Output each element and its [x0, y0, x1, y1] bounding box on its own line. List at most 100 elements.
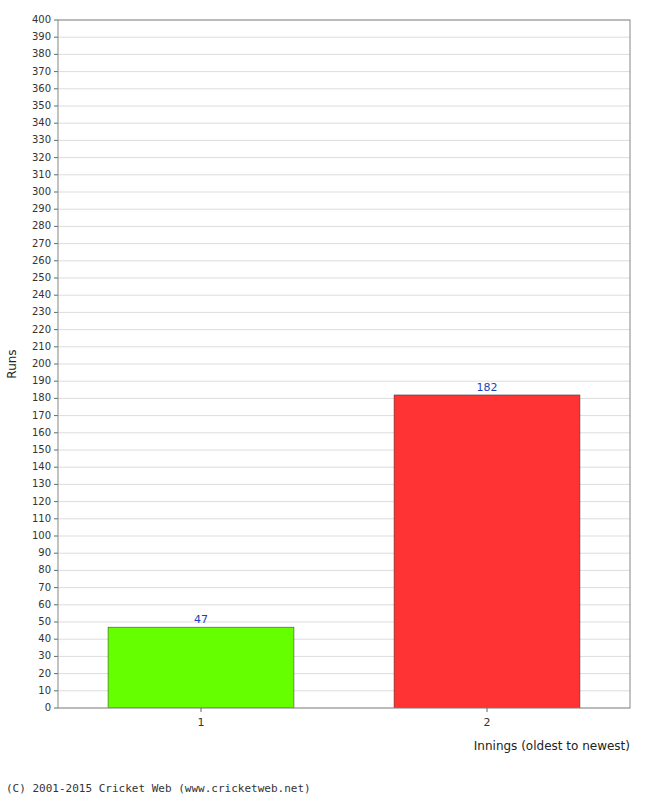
y-tick — [54, 295, 58, 296]
y-tick — [54, 157, 58, 158]
x-axis: 12 — [198, 708, 491, 729]
y-tick-label: 20 — [38, 668, 51, 679]
grid-line — [58, 106, 630, 107]
y-tick — [54, 192, 58, 193]
y-tick — [54, 432, 58, 433]
chart: 0102030405060708090100110120130140150160… — [0, 0, 650, 800]
y-tick — [54, 381, 58, 382]
y-tick-label: 380 — [32, 48, 51, 59]
x-tick — [487, 708, 488, 712]
y-tick-label: 170 — [32, 410, 51, 421]
y-tick-label: 370 — [32, 66, 51, 77]
grid-line — [58, 226, 630, 227]
y-tick-label: 300 — [32, 186, 51, 197]
y-tick-label: 400 — [32, 14, 51, 25]
y-tick-label: 200 — [32, 358, 51, 369]
x-tick — [201, 708, 202, 712]
y-tick-label: 280 — [32, 220, 51, 231]
y-tick — [54, 278, 58, 279]
y-tick — [54, 467, 58, 468]
grid-line — [58, 123, 630, 124]
y-tick — [54, 398, 58, 399]
y-tick-label: 340 — [32, 117, 51, 128]
y-tick-label: 60 — [38, 599, 51, 610]
y-tick — [54, 604, 58, 605]
y-tick — [54, 106, 58, 107]
y-tick — [54, 88, 58, 89]
grid-line — [58, 260, 630, 261]
y-tick — [54, 501, 58, 502]
y-tick-label: 130 — [32, 478, 51, 489]
y-tick-label: 100 — [32, 530, 51, 541]
y-tick-label: 80 — [38, 564, 51, 575]
grid-line — [58, 364, 630, 365]
y-tick — [54, 54, 58, 55]
y-tick — [54, 329, 58, 330]
y-tick-label: 40 — [38, 633, 51, 644]
y-tick-label: 190 — [32, 375, 51, 386]
y-tick-label: 180 — [32, 392, 51, 403]
grid-line — [58, 54, 630, 55]
y-tick-label: 50 — [38, 616, 51, 627]
grid-line — [58, 346, 630, 347]
y-tick-label: 0 — [45, 702, 51, 713]
y-tick — [54, 656, 58, 657]
y-tick-label: 140 — [32, 461, 51, 472]
grid-line — [58, 157, 630, 158]
y-tick — [54, 639, 58, 640]
grid-line — [58, 140, 630, 141]
y-tick — [54, 553, 58, 554]
y-tick — [54, 518, 58, 519]
y-tick-label: 120 — [32, 496, 51, 507]
y-tick — [54, 415, 58, 416]
y-tick — [54, 346, 58, 347]
bar — [394, 395, 580, 708]
y-tick-label: 360 — [32, 83, 51, 94]
grid — [58, 20, 630, 708]
y-tick-label: 70 — [38, 582, 51, 593]
y-tick — [54, 312, 58, 313]
data-labels: 47182 — [194, 381, 498, 626]
y-tick-label: 310 — [32, 169, 51, 180]
y-tick — [54, 622, 58, 623]
x-tick-label: 2 — [484, 716, 491, 729]
y-tick — [54, 673, 58, 674]
y-tick-label: 390 — [32, 31, 51, 42]
y-tick-label: 330 — [32, 134, 51, 145]
y-tick — [54, 484, 58, 485]
y-tick-label: 240 — [32, 289, 51, 300]
grid-line — [58, 243, 630, 244]
grid-line — [58, 381, 630, 382]
y-tick — [54, 37, 58, 38]
y-tick-label: 30 — [38, 650, 51, 661]
y-tick — [54, 209, 58, 210]
y-tick — [54, 20, 58, 21]
y-tick — [54, 174, 58, 175]
x-tick-label: 1 — [198, 716, 205, 729]
grid-line — [58, 88, 630, 89]
y-tick — [54, 587, 58, 588]
y-tick — [54, 226, 58, 227]
grid-line — [58, 278, 630, 279]
y-tick-label: 210 — [32, 341, 51, 352]
y-tick — [54, 243, 58, 244]
y-tick — [54, 260, 58, 261]
y-tick-label: 220 — [32, 324, 51, 335]
y-tick-label: 150 — [32, 444, 51, 455]
y-tick-label: 10 — [38, 685, 51, 696]
y-tick-label: 320 — [32, 152, 51, 163]
y-tick — [54, 450, 58, 451]
y-tick — [54, 536, 58, 537]
grid-line — [58, 37, 630, 38]
plot-frame — [58, 20, 630, 708]
y-tick-label: 110 — [32, 513, 51, 524]
y-tick-label: 350 — [32, 100, 51, 111]
y-tick-label: 290 — [32, 203, 51, 214]
x-axis-label: Innings (oldest to newest) — [474, 739, 630, 753]
bars — [108, 395, 580, 708]
data-label: 47 — [194, 613, 208, 626]
y-tick-label: 90 — [38, 547, 51, 558]
grid-line — [58, 71, 630, 72]
bar — [108, 627, 294, 708]
grid-line — [58, 329, 630, 330]
